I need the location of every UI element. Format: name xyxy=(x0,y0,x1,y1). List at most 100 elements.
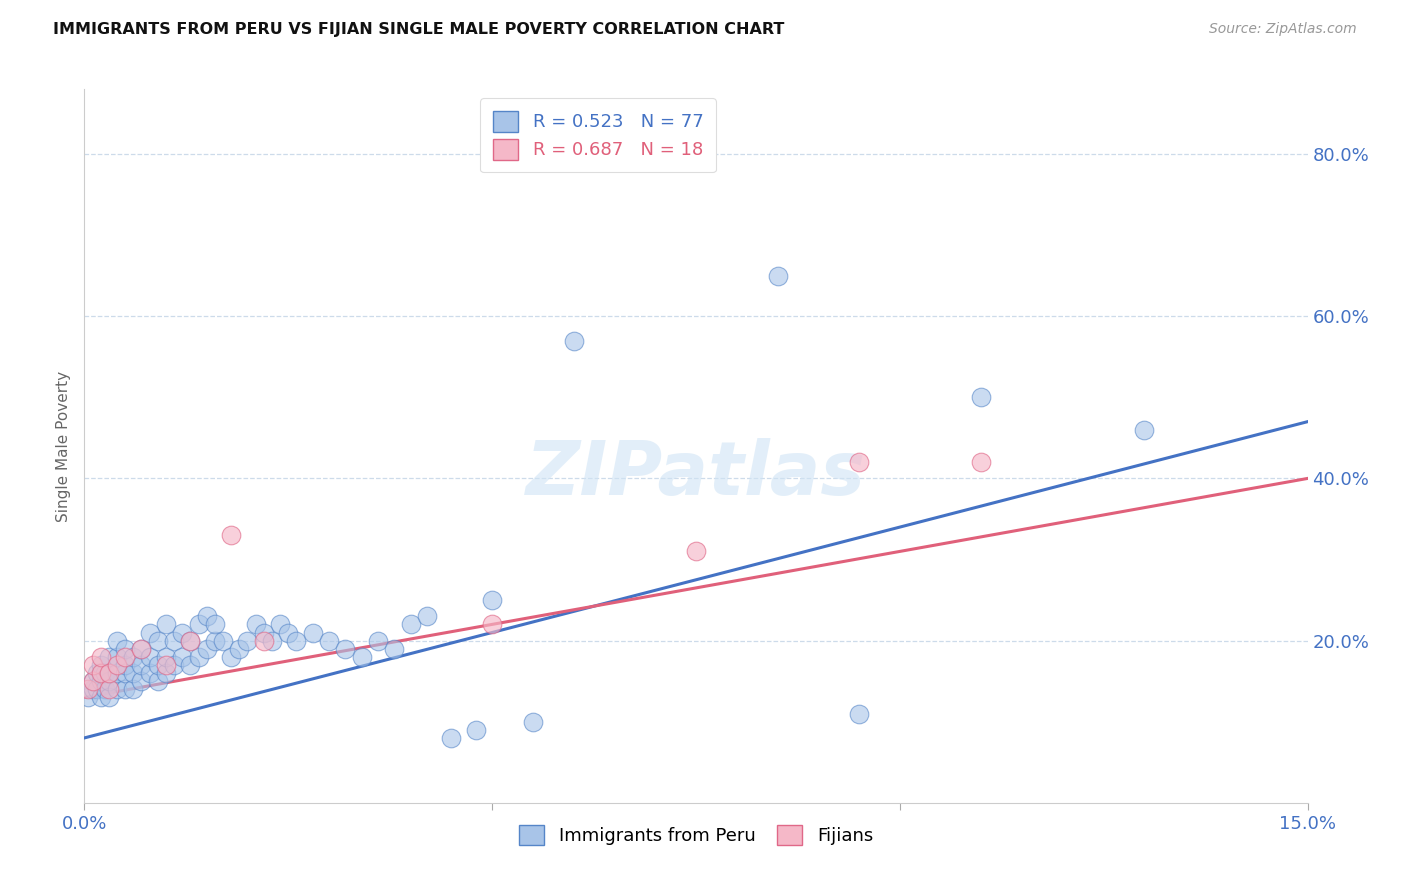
Point xyxy=(77,682,100,697)
Point xyxy=(86,666,108,681)
Point xyxy=(204,617,226,632)
Point xyxy=(131,641,153,656)
Point xyxy=(90,666,112,681)
Point xyxy=(138,666,160,681)
Point xyxy=(219,649,242,664)
Point xyxy=(179,657,201,672)
Point xyxy=(970,455,993,469)
Point xyxy=(90,657,112,672)
Point xyxy=(90,674,112,689)
Point xyxy=(93,682,115,697)
Point xyxy=(522,714,544,729)
Point xyxy=(155,617,177,632)
Point xyxy=(82,657,104,672)
Point xyxy=(253,625,276,640)
Point xyxy=(172,625,194,640)
Point xyxy=(195,609,218,624)
Point xyxy=(187,649,209,664)
Point xyxy=(86,682,108,697)
Point xyxy=(90,666,112,681)
Point xyxy=(155,666,177,681)
Point xyxy=(97,666,120,681)
Point xyxy=(970,390,993,404)
Point xyxy=(335,641,357,656)
Point xyxy=(367,633,389,648)
Point xyxy=(97,682,120,697)
Point xyxy=(212,633,235,648)
Point xyxy=(440,731,463,745)
Point xyxy=(105,649,128,664)
Point xyxy=(97,666,120,681)
Point xyxy=(155,649,177,664)
Point xyxy=(236,633,259,648)
Point xyxy=(318,633,340,648)
Point xyxy=(105,666,128,681)
Point xyxy=(195,641,218,656)
Text: ZIPatlas: ZIPatlas xyxy=(526,438,866,511)
Point xyxy=(685,544,707,558)
Point xyxy=(382,641,405,656)
Point xyxy=(114,682,136,697)
Y-axis label: Single Male Poverty: Single Male Poverty xyxy=(56,370,72,522)
Point xyxy=(82,674,104,689)
Point xyxy=(179,633,201,648)
Point xyxy=(219,528,242,542)
Point xyxy=(245,617,267,632)
Point xyxy=(1133,423,1156,437)
Point xyxy=(146,633,169,648)
Point xyxy=(114,641,136,656)
Point xyxy=(138,625,160,640)
Point xyxy=(131,657,153,672)
Point xyxy=(114,649,136,664)
Point xyxy=(90,649,112,664)
Point xyxy=(146,674,169,689)
Point xyxy=(301,625,323,640)
Point xyxy=(416,609,439,624)
Point xyxy=(481,593,503,607)
Point xyxy=(82,674,104,689)
Point xyxy=(562,334,585,348)
Legend: Immigrants from Peru, Fijians: Immigrants from Peru, Fijians xyxy=(506,812,886,858)
Point xyxy=(82,682,104,697)
Point xyxy=(187,617,209,632)
Point xyxy=(399,617,422,632)
Point xyxy=(138,649,160,664)
Point xyxy=(146,657,169,672)
Point xyxy=(105,633,128,648)
Point xyxy=(848,706,870,721)
Point xyxy=(172,649,194,664)
Point xyxy=(105,657,128,672)
Point xyxy=(97,674,120,689)
Point xyxy=(77,690,100,705)
Point xyxy=(122,666,145,681)
Point xyxy=(481,617,503,632)
Point xyxy=(179,633,201,648)
Point xyxy=(97,649,120,664)
Point xyxy=(464,723,486,737)
Point xyxy=(253,633,276,648)
Point xyxy=(277,625,299,640)
Point xyxy=(97,690,120,705)
Point xyxy=(105,682,128,697)
Point xyxy=(285,633,308,648)
Point xyxy=(260,633,283,648)
Point xyxy=(766,268,789,283)
Point xyxy=(122,682,145,697)
Point xyxy=(114,666,136,681)
Point xyxy=(163,657,186,672)
Text: Source: ZipAtlas.com: Source: ZipAtlas.com xyxy=(1209,22,1357,37)
Point xyxy=(350,649,373,664)
Point xyxy=(163,633,186,648)
Point xyxy=(848,455,870,469)
Point xyxy=(114,657,136,672)
Point xyxy=(131,674,153,689)
Point xyxy=(93,666,115,681)
Point xyxy=(122,649,145,664)
Point xyxy=(90,690,112,705)
Point xyxy=(155,657,177,672)
Point xyxy=(269,617,291,632)
Point xyxy=(131,641,153,656)
Text: IMMIGRANTS FROM PERU VS FIJIAN SINGLE MALE POVERTY CORRELATION CHART: IMMIGRANTS FROM PERU VS FIJIAN SINGLE MA… xyxy=(53,22,785,37)
Point xyxy=(204,633,226,648)
Point xyxy=(228,641,250,656)
